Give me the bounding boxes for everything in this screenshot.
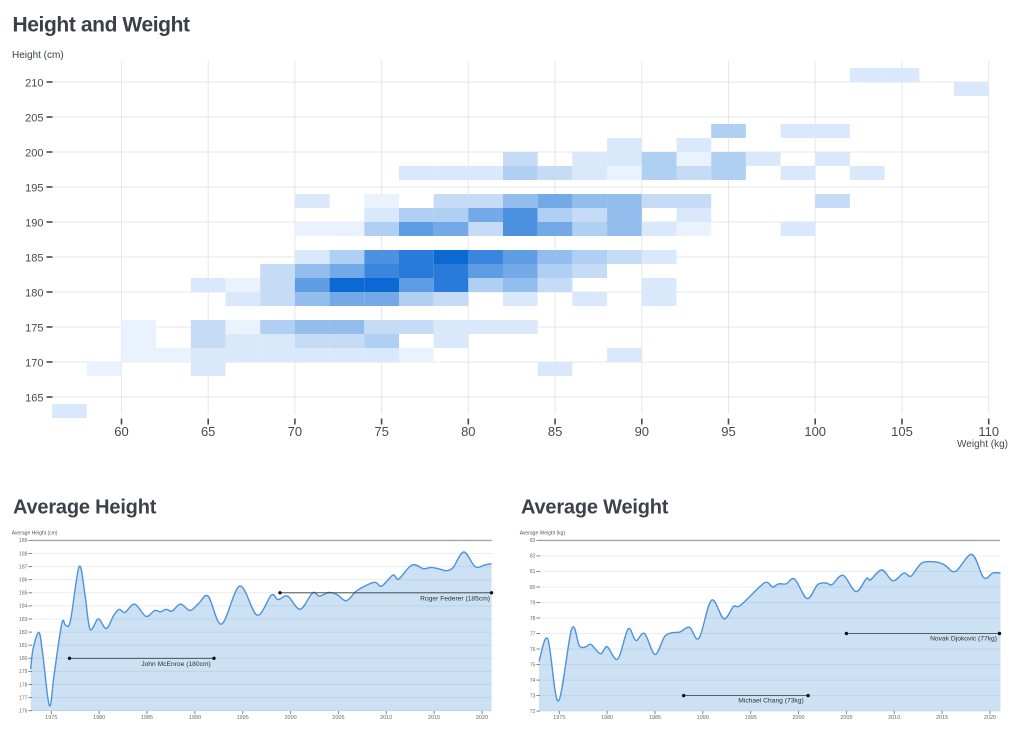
- svg-text:2020: 2020: [984, 715, 996, 721]
- svg-text:200: 200: [25, 148, 43, 160]
- svg-text:90: 90: [635, 424, 649, 439]
- svg-text:176: 176: [19, 709, 28, 715]
- svg-text:70: 70: [288, 424, 302, 439]
- svg-text:177: 177: [19, 695, 28, 701]
- svg-text:85: 85: [548, 424, 562, 439]
- svg-text:183: 183: [19, 617, 28, 623]
- svg-text:Novak Djokovic (77kg): Novak Djokovic (77kg): [930, 636, 997, 643]
- svg-text:72: 72: [530, 709, 536, 715]
- svg-text:1980: 1980: [601, 715, 613, 721]
- svg-text:189: 189: [19, 538, 28, 544]
- svg-text:1990: 1990: [189, 715, 201, 721]
- svg-text:2015: 2015: [936, 715, 948, 721]
- svg-text:73: 73: [530, 693, 536, 699]
- svg-text:1995: 1995: [237, 715, 249, 721]
- svg-text:74: 74: [530, 678, 536, 684]
- svg-text:110: 110: [978, 424, 999, 439]
- svg-text:187: 187: [19, 564, 28, 570]
- svg-text:82: 82: [530, 554, 536, 560]
- svg-text:100: 100: [804, 424, 826, 439]
- svg-text:Height (cm): Height (cm): [12, 50, 64, 61]
- svg-text:Average Weight (kg): Average Weight (kg): [520, 530, 566, 536]
- svg-text:178: 178: [19, 682, 28, 688]
- svg-text:Average Height: Average Height: [13, 497, 157, 519]
- svg-text:205: 205: [25, 113, 43, 125]
- svg-text:75: 75: [374, 424, 388, 439]
- svg-text:182: 182: [19, 630, 28, 636]
- svg-text:180: 180: [25, 288, 43, 300]
- svg-text:195: 195: [25, 183, 43, 195]
- svg-text:2010: 2010: [888, 715, 900, 721]
- svg-text:John McEnroe (180cm): John McEnroe (180cm): [141, 661, 211, 668]
- svg-text:190: 190: [25, 218, 43, 230]
- svg-text:79: 79: [530, 600, 536, 606]
- svg-text:1985: 1985: [649, 715, 661, 721]
- svg-text:Michael Chang (73kg): Michael Chang (73kg): [738, 697, 803, 704]
- svg-text:105: 105: [891, 424, 913, 439]
- svg-text:1985: 1985: [141, 715, 153, 721]
- svg-text:2015: 2015: [428, 715, 440, 721]
- svg-text:Average Height (cm): Average Height (cm): [12, 530, 58, 536]
- svg-text:2005: 2005: [332, 715, 344, 721]
- svg-text:1990: 1990: [697, 715, 709, 721]
- svg-text:Weight (kg): Weight (kg): [957, 439, 1008, 450]
- svg-text:65: 65: [201, 424, 215, 439]
- svg-text:75: 75: [530, 662, 536, 668]
- svg-text:78: 78: [530, 616, 536, 622]
- svg-text:95: 95: [721, 424, 735, 439]
- svg-text:80: 80: [530, 585, 536, 591]
- svg-text:186: 186: [19, 578, 28, 584]
- svg-text:80: 80: [461, 424, 475, 439]
- svg-text:Height and Weight: Height and Weight: [13, 14, 191, 37]
- svg-text:83: 83: [530, 538, 536, 544]
- svg-text:2000: 2000: [792, 715, 804, 721]
- svg-text:1995: 1995: [745, 715, 757, 721]
- svg-text:2005: 2005: [840, 715, 852, 721]
- svg-text:210: 210: [25, 78, 43, 90]
- svg-text:77: 77: [530, 631, 536, 637]
- svg-text:170: 170: [25, 358, 43, 370]
- svg-text:Roger Federer (185cm): Roger Federer (185cm): [420, 596, 490, 603]
- svg-text:1975: 1975: [553, 715, 565, 721]
- svg-text:2000: 2000: [284, 715, 296, 721]
- svg-text:1980: 1980: [93, 715, 105, 721]
- svg-text:175: 175: [25, 323, 43, 335]
- svg-text:2010: 2010: [380, 715, 392, 721]
- svg-text:184: 184: [19, 604, 28, 610]
- svg-text:2020: 2020: [476, 715, 488, 721]
- svg-text:1975: 1975: [45, 715, 57, 721]
- svg-text:181: 181: [19, 643, 28, 649]
- svg-text:Average Weight: Average Weight: [521, 497, 669, 519]
- svg-text:185: 185: [19, 591, 28, 597]
- svg-text:185: 185: [25, 253, 43, 265]
- svg-text:76: 76: [530, 647, 536, 653]
- svg-text:60: 60: [114, 424, 128, 439]
- svg-text:81: 81: [530, 569, 536, 575]
- svg-text:179: 179: [19, 669, 28, 675]
- svg-text:165: 165: [25, 393, 43, 405]
- svg-text:180: 180: [19, 656, 28, 662]
- svg-text:188: 188: [19, 551, 28, 557]
